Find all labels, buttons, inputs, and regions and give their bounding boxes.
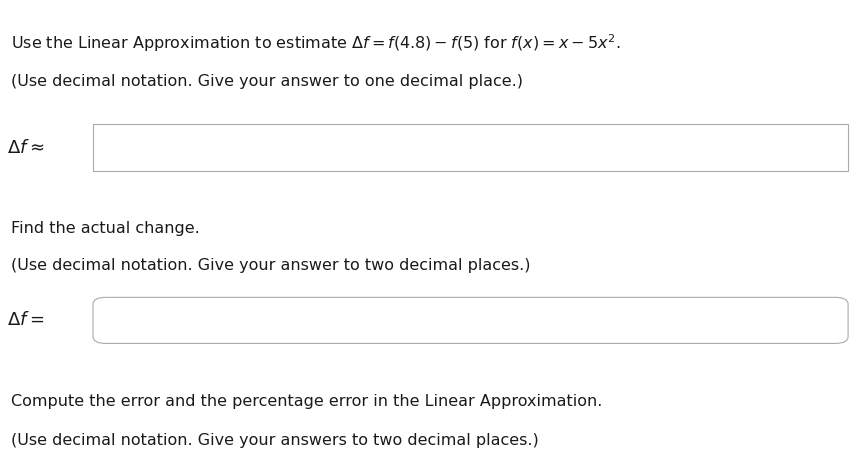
Text: $\Delta f \approx$: $\Delta f \approx$ bbox=[7, 138, 44, 157]
Text: (Use decimal notation. Give your answer to two decimal places.): (Use decimal notation. Give your answer … bbox=[11, 258, 530, 273]
FancyBboxPatch shape bbox=[93, 297, 848, 343]
Text: $\Delta f =$: $\Delta f =$ bbox=[7, 311, 44, 330]
FancyBboxPatch shape bbox=[93, 124, 848, 171]
Text: Use the Linear Approximation to estimate $\Delta f = f(4.8) - f(5)$ for $f(x) = : Use the Linear Approximation to estimate… bbox=[11, 32, 621, 54]
Text: (Use decimal notation. Give your answer to one decimal place.): (Use decimal notation. Give your answer … bbox=[11, 74, 523, 89]
Text: Find the actual change.: Find the actual change. bbox=[11, 221, 200, 236]
Text: (Use decimal notation. Give your answers to two decimal places.): (Use decimal notation. Give your answers… bbox=[11, 433, 539, 449]
Text: Compute the error and the percentage error in the Linear Approximation.: Compute the error and the percentage err… bbox=[11, 394, 603, 409]
